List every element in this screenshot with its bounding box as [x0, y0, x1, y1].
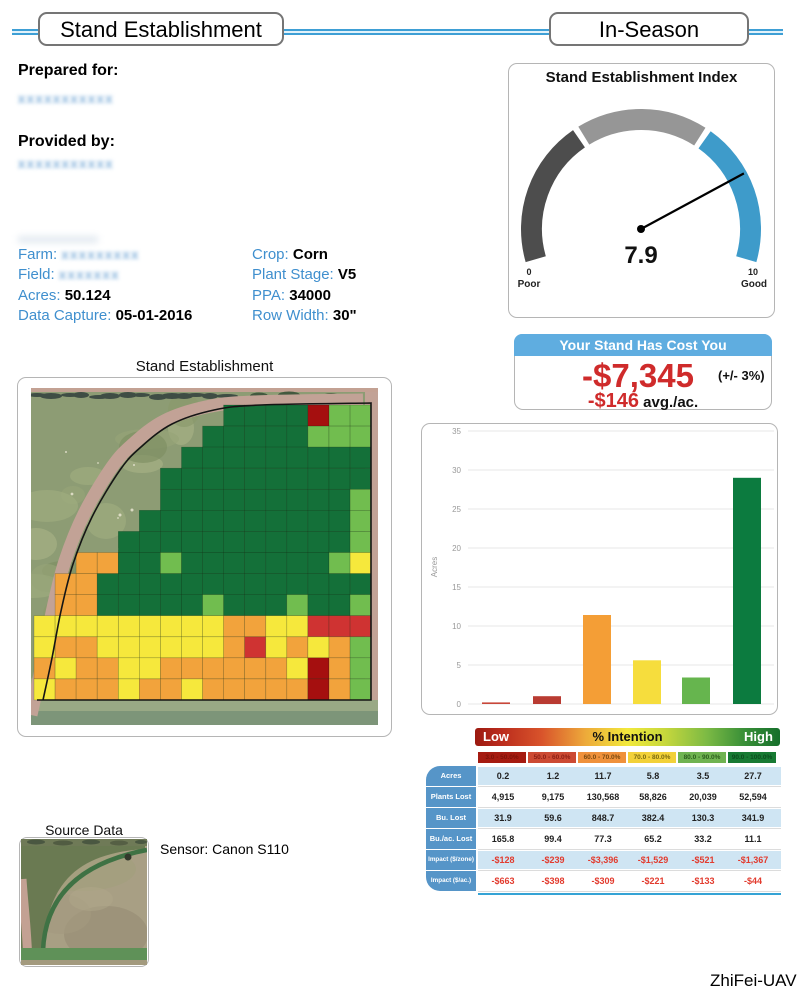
- svg-text:Poor: Poor: [518, 279, 541, 290]
- svg-text:15: 15: [452, 583, 461, 592]
- svg-text:0: 0: [526, 267, 531, 277]
- svg-text:0: 0: [457, 700, 462, 709]
- svg-text:7.9: 7.9: [624, 242, 657, 269]
- svg-text:25: 25: [452, 505, 461, 514]
- svg-text:Good: Good: [741, 279, 767, 290]
- svg-text:5: 5: [457, 661, 462, 670]
- svg-text:20: 20: [452, 544, 461, 553]
- svg-text:10: 10: [452, 622, 461, 631]
- svg-text:Acres: Acres: [430, 557, 439, 577]
- svg-text:10: 10: [748, 267, 758, 277]
- svg-text:30: 30: [452, 466, 461, 475]
- svg-text:35: 35: [452, 427, 461, 436]
